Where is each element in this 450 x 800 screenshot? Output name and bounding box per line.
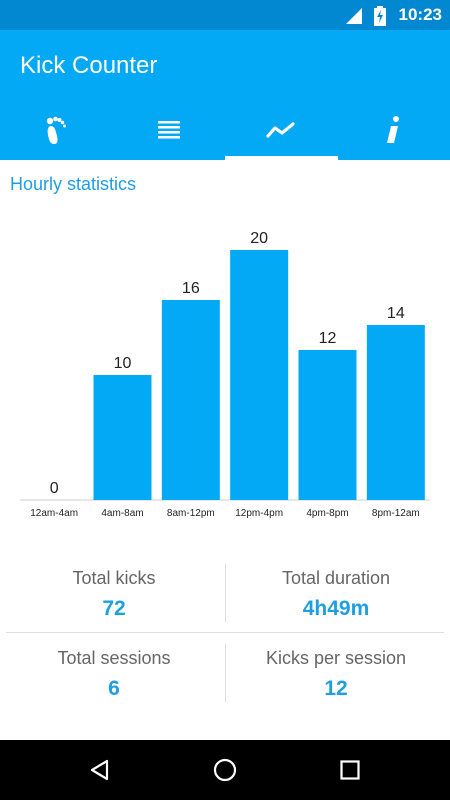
- stat-total-sessions: Total sessions 6: [4, 648, 224, 701]
- kicks-per-session-value: 12: [324, 677, 348, 700]
- x-tick-label: 4am-8am: [101, 508, 143, 519]
- home-button[interactable]: [209, 754, 241, 786]
- back-button[interactable]: [84, 754, 116, 786]
- app-title: Kick Counter: [20, 52, 158, 79]
- list-icon: [157, 121, 180, 139]
- total-kicks-label: Total kicks: [72, 568, 156, 588]
- bar-value-label: 16: [182, 280, 200, 297]
- tab-info[interactable]: [338, 100, 450, 160]
- signal-icon: [346, 8, 362, 24]
- bar-value-label: 20: [250, 230, 268, 247]
- bar-value-label: 10: [114, 355, 132, 372]
- stat-total-kicks: Total kicks 72: [4, 568, 224, 621]
- section-title: Hourly statistics: [10, 174, 137, 194]
- total-sessions-label: Total sessions: [57, 648, 171, 668]
- back-icon: [90, 759, 109, 781]
- recents-icon: [340, 760, 360, 780]
- stats-divider-horizontal: [6, 632, 444, 633]
- total-duration-label: Total duration: [281, 568, 391, 588]
- stat-kicks-per-session: Kicks per session 12: [226, 648, 446, 701]
- total-kicks-value: 72: [102, 597, 126, 620]
- app-bar: Kick Counter: [0, 30, 450, 160]
- stats-divider-vertical: [225, 564, 226, 622]
- chart-line-icon: [266, 122, 295, 138]
- total-sessions-value: 6: [108, 677, 120, 700]
- tab-history[interactable]: [113, 100, 226, 160]
- info-icon: [386, 116, 399, 143]
- home-icon: [213, 758, 237, 782]
- bar-4pm-8pm: [298, 350, 357, 500]
- status-bar: 10:23: [0, 0, 450, 30]
- bar-8am-12pm: [161, 300, 220, 500]
- bar-4am-8am: [93, 375, 152, 500]
- x-tick-label: 8pm-12am: [372, 508, 420, 519]
- x-tick-label: 4pm-8pm: [306, 508, 348, 519]
- x-tick-label: 12am-4am: [30, 508, 78, 519]
- bar-value-label: 14: [387, 305, 405, 322]
- stats-divider-vertical-2: [225, 644, 226, 702]
- bar-8pm-12am: [366, 325, 425, 500]
- total-duration-value: 4h49m: [302, 597, 370, 620]
- tab-kicks[interactable]: [0, 100, 113, 160]
- status-time: 10:23: [398, 5, 442, 24]
- recents-button[interactable]: [334, 754, 366, 786]
- x-tick-label: 12pm-4pm: [235, 508, 283, 519]
- kicks-per-session-label: Kicks per session: [265, 648, 407, 668]
- footprint-icon: [47, 116, 67, 144]
- x-tick-label: 8am-12pm: [167, 508, 215, 519]
- tab-statistics[interactable]: [225, 100, 338, 160]
- stat-total-duration: Total duration 4h49m: [226, 568, 446, 621]
- battery-charging-icon: [374, 6, 386, 26]
- statistics-content: Hourly statistics 0 12am-4am 10 4am-8am 16 8a…: [0, 160, 450, 740]
- bar-12pm-4pm: [230, 250, 289, 500]
- navigation-bar: [0, 740, 450, 800]
- bar-value-label: 0: [50, 480, 59, 497]
- hourly-bar-chart: 0 12am-4am 10 4am-8am 16 8am-12pm 20 12pm-4pm 12…: [20, 230, 430, 519]
- tab-bar: [0, 100, 450, 160]
- bar-value-label: 12: [319, 330, 337, 347]
